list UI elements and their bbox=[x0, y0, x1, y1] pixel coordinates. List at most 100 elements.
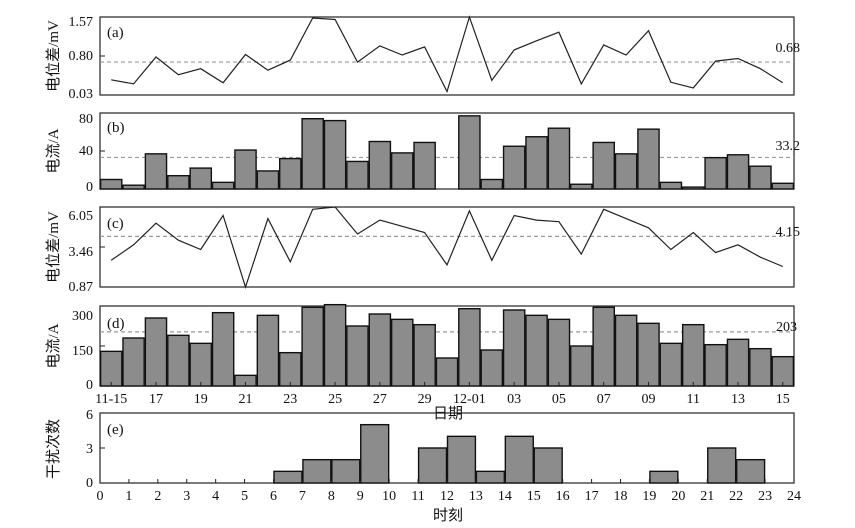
xtick-label: 22 bbox=[729, 489, 743, 504]
panel-b-label: (b) bbox=[107, 120, 125, 136]
xtick-label: 21 bbox=[239, 392, 253, 407]
series-line bbox=[111, 15, 784, 94]
bar bbox=[346, 325, 369, 387]
xtick-label: 19 bbox=[642, 489, 656, 504]
panel-c-ytick-label: 3.46 bbox=[69, 245, 94, 260]
bar bbox=[331, 458, 361, 484]
panel-c: 6.05 3.46 0.87 (c) 4.15 电位差/mV bbox=[45, 206, 800, 295]
panel-e-ytick-label: 6 bbox=[86, 408, 93, 423]
bar bbox=[525, 314, 548, 387]
bar bbox=[189, 167, 213, 190]
series-line bbox=[110, 206, 784, 289]
panel-a-reference-label: 0.68 bbox=[776, 41, 801, 56]
panel-e-ytick-label: 0 bbox=[86, 476, 93, 491]
xtick-label: 6 bbox=[270, 489, 277, 504]
panel-c-ytick-label: 0.87 bbox=[69, 280, 94, 295]
panel-b-ytick-label: 80 bbox=[79, 112, 93, 127]
bar bbox=[570, 183, 593, 190]
bar bbox=[704, 156, 727, 190]
bar bbox=[749, 165, 772, 190]
panel-b: 80 40 0 (b) 33.2 电流/A bbox=[45, 112, 800, 195]
panel-d-ylabel: 电流/A bbox=[45, 323, 62, 368]
panel-a-frame bbox=[99, 16, 795, 96]
xtick-label: 05 bbox=[552, 392, 566, 407]
xtick-label: 3 bbox=[183, 489, 190, 504]
panel-c-ylabel: 电位差/mV bbox=[45, 211, 62, 283]
bar bbox=[413, 141, 436, 190]
bar bbox=[502, 145, 526, 190]
bar bbox=[749, 347, 772, 387]
panel-c-frame bbox=[99, 206, 795, 288]
bar bbox=[302, 458, 332, 484]
panel-b-ytick-label: 0 bbox=[86, 180, 93, 195]
xtick-label: 17 bbox=[585, 489, 599, 504]
panel-a-ylabel: 电位差/mV bbox=[45, 20, 62, 92]
panel-d-ytick-label: 300 bbox=[72, 309, 93, 324]
panel-d-ytick-label: 150 bbox=[72, 344, 93, 359]
bar bbox=[458, 307, 481, 387]
bar bbox=[211, 181, 235, 190]
panel-c-ytick-label: 6.05 bbox=[69, 209, 94, 224]
panel-a-yticks: 1.57 0.80 0.03 bbox=[69, 15, 94, 102]
xtick-label: 16 bbox=[556, 489, 570, 504]
bar bbox=[278, 351, 302, 387]
panel-d-label: (d) bbox=[107, 316, 125, 332]
bar bbox=[547, 127, 571, 190]
bar bbox=[211, 311, 235, 387]
xtick-label: 27 bbox=[373, 392, 387, 407]
bar bbox=[771, 182, 795, 190]
panel-e-xlabel: 时刻 bbox=[433, 507, 463, 524]
bar bbox=[144, 317, 168, 387]
panel-a-ytick-label: 0.80 bbox=[69, 49, 94, 64]
bar bbox=[323, 303, 347, 387]
panel-d: 11-15 17 19 21 23 25 27 29 12-01 03 05 07 09 11 13 15 3… bbox=[45, 303, 797, 422]
bar bbox=[256, 170, 280, 190]
xtick-label: 11 bbox=[411, 489, 424, 504]
panel-e: 0 1 2 3 4 5 6 7 8 9 10 11 12 13 14 15 16 17 18 19 20 21 22 23 24… bbox=[45, 408, 801, 524]
panel-b-reference-label: 33.2 bbox=[776, 139, 801, 154]
bar bbox=[502, 309, 526, 387]
bar bbox=[99, 350, 123, 387]
bar bbox=[592, 306, 616, 387]
bar bbox=[278, 157, 302, 190]
panel-c-marks bbox=[100, 206, 784, 289]
bar bbox=[360, 423, 390, 484]
xtick-label: 9 bbox=[357, 489, 364, 504]
xtick-label: 14 bbox=[498, 489, 512, 504]
xtick-label: 15 bbox=[527, 489, 541, 504]
bar bbox=[167, 174, 190, 190]
panel-a-label: (a) bbox=[107, 25, 124, 41]
bar bbox=[726, 338, 750, 387]
bar bbox=[480, 349, 504, 387]
panel-b-marks bbox=[99, 112, 795, 190]
bar bbox=[681, 323, 705, 387]
panel-d-reference-label: 203 bbox=[776, 320, 797, 335]
xtick-label: 23 bbox=[758, 489, 772, 504]
xtick-label: 24 bbox=[787, 489, 801, 504]
bar bbox=[475, 470, 506, 484]
bar bbox=[189, 342, 213, 387]
panel-b-ylabel: 电流/A bbox=[45, 128, 62, 173]
xtick-label: 15 bbox=[776, 392, 790, 407]
bar bbox=[346, 160, 369, 190]
xtick-label: 18 bbox=[614, 489, 628, 504]
bar bbox=[458, 115, 481, 190]
bar bbox=[735, 458, 766, 484]
bar bbox=[659, 181, 683, 190]
panel-e-label: (e) bbox=[107, 422, 124, 438]
bar bbox=[301, 117, 324, 190]
bar bbox=[323, 119, 347, 190]
xtick-label: 8 bbox=[328, 489, 335, 504]
bar bbox=[649, 470, 679, 484]
xtick-label: 20 bbox=[671, 489, 685, 504]
panel-a-ytick-label: 0.03 bbox=[69, 87, 94, 102]
bar bbox=[234, 149, 257, 190]
bar bbox=[144, 153, 168, 190]
xtick-label: 0 bbox=[97, 489, 104, 504]
xtick-label: 13 bbox=[469, 489, 483, 504]
bar bbox=[771, 355, 795, 387]
xtick-label: 09 bbox=[641, 392, 655, 407]
bar bbox=[301, 306, 324, 387]
bar bbox=[592, 141, 616, 190]
bar bbox=[99, 178, 123, 190]
